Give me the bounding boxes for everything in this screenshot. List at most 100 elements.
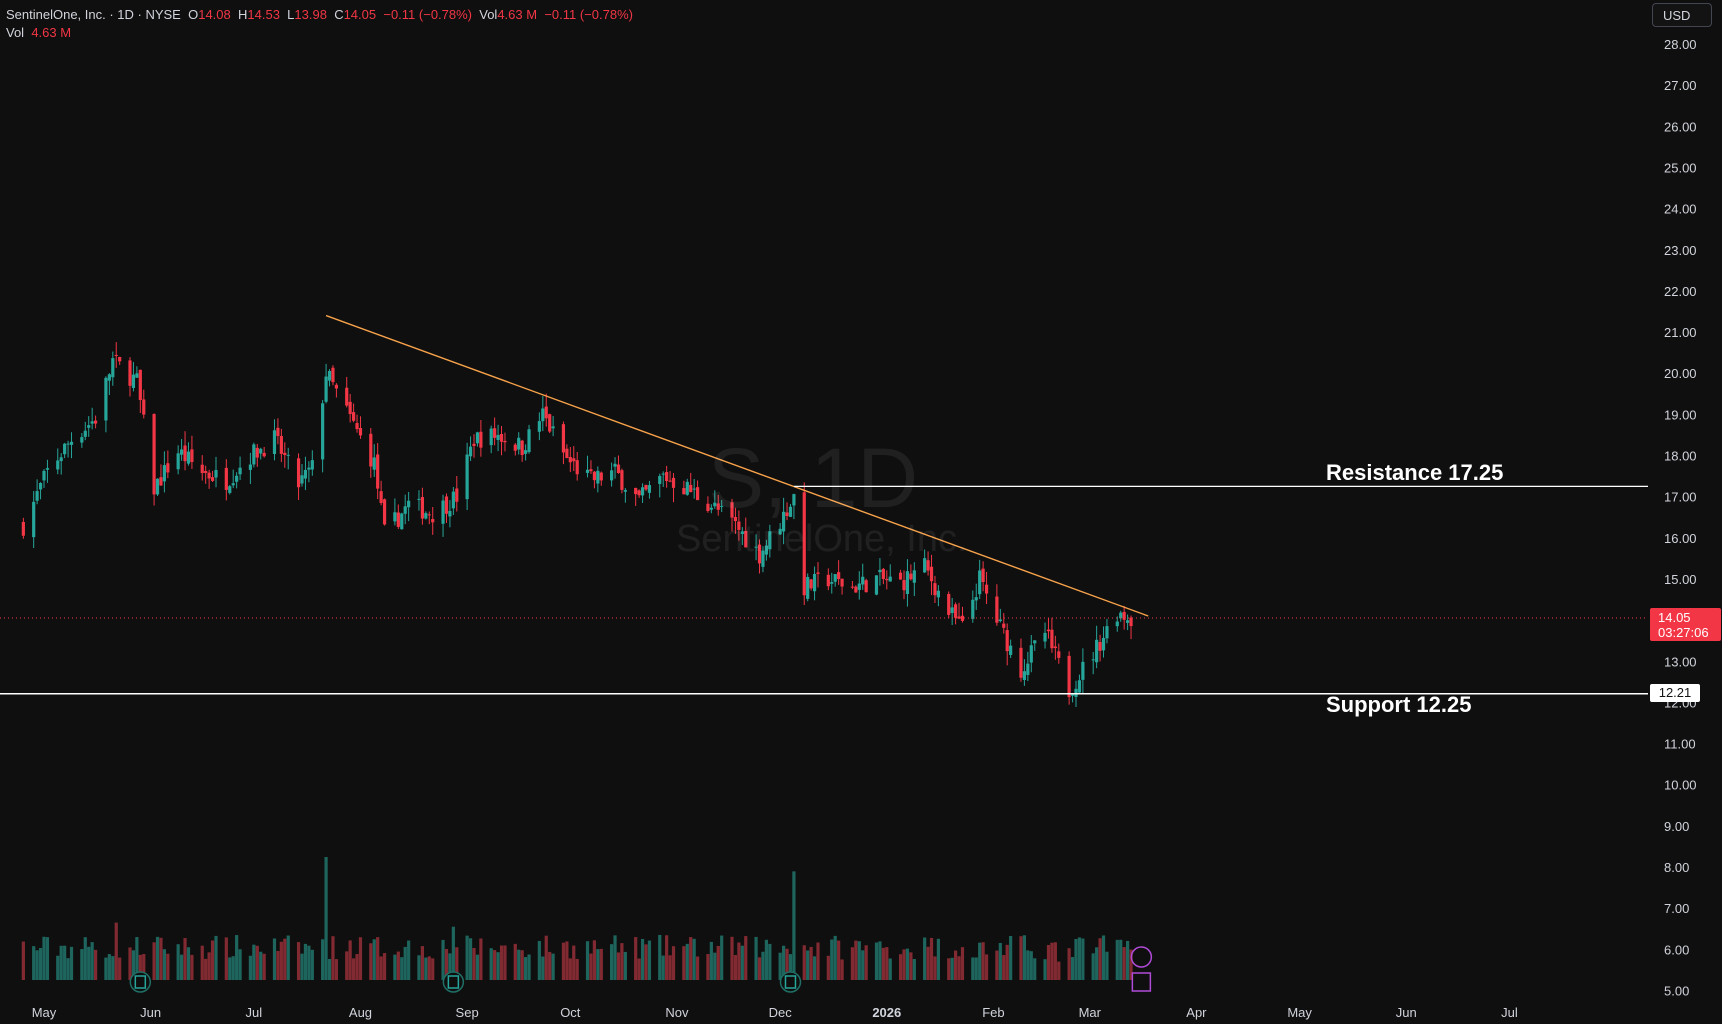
candle-body bbox=[107, 374, 111, 381]
currency-button[interactable]: USD bbox=[1652, 3, 1712, 27]
candle-body bbox=[960, 615, 965, 621]
volume-bar bbox=[107, 954, 111, 980]
time-tick-label: Sep bbox=[456, 1005, 479, 1020]
volume-bar bbox=[905, 948, 910, 980]
candle-body bbox=[929, 566, 934, 582]
volume-bar bbox=[878, 941, 882, 980]
volume-bar bbox=[83, 937, 87, 980]
volume-bar bbox=[345, 951, 349, 980]
volume-bar bbox=[131, 950, 136, 980]
volume-bar bbox=[1122, 947, 1126, 980]
volume-bar bbox=[489, 948, 493, 980]
volume-bar bbox=[1081, 938, 1085, 980]
low-label: L bbox=[287, 7, 295, 22]
time-axis[interactable]: May Jun Jul Aug Sep Oct Nov Dec 2026 Feb Mar Apr May… bbox=[32, 1005, 1518, 1020]
volume-bar bbox=[1105, 951, 1109, 980]
candle-body bbox=[448, 510, 452, 517]
volume-bar bbox=[1043, 959, 1047, 980]
volume-bar bbox=[637, 958, 641, 980]
price-tick-label: 27.00 bbox=[1664, 78, 1697, 93]
candle-body bbox=[802, 492, 806, 596]
time-tick-label: Mar bbox=[1079, 1005, 1102, 1020]
volume-bar bbox=[1019, 936, 1023, 980]
candle-body bbox=[35, 491, 39, 501]
volume-bar bbox=[176, 944, 180, 980]
candle-body bbox=[613, 463, 617, 467]
volume-bar bbox=[640, 938, 645, 980]
candle-body bbox=[138, 369, 142, 401]
volume-bar bbox=[936, 938, 940, 980]
candle-body bbox=[499, 433, 504, 442]
drawing-lines[interactable] bbox=[0, 314, 1648, 695]
volume-bar bbox=[155, 936, 160, 980]
volume-bar bbox=[162, 949, 166, 980]
candle-body bbox=[407, 500, 411, 508]
volume-bar bbox=[1002, 955, 1006, 980]
volume-bar bbox=[190, 954, 194, 980]
candle-body bbox=[1043, 632, 1047, 642]
candle-body bbox=[589, 469, 593, 472]
volume-bar bbox=[21, 941, 25, 980]
resistance-label[interactable]: Resistance 17.25 bbox=[1326, 460, 1504, 485]
candle-body bbox=[902, 580, 906, 591]
volume-bar bbox=[954, 950, 958, 980]
candle-body bbox=[1119, 612, 1123, 619]
candle-body bbox=[303, 469, 308, 479]
volume-bar bbox=[837, 940, 841, 980]
candle-body bbox=[475, 432, 480, 444]
volume-bar bbox=[981, 942, 985, 980]
time-tick-label: Jul bbox=[1501, 1005, 1518, 1020]
volume-bar bbox=[152, 942, 156, 980]
price-tick-label: 17.00 bbox=[1664, 490, 1697, 505]
price-tick-label: 8.00 bbox=[1664, 860, 1689, 875]
earnings-markers[interactable] bbox=[129, 946, 1153, 993]
volume-bar bbox=[448, 953, 452, 980]
candle-body bbox=[358, 428, 363, 436]
price-tick-label: 22.00 bbox=[1664, 284, 1697, 299]
volume-bar bbox=[788, 954, 793, 980]
volume-bar bbox=[874, 942, 879, 980]
candle-body bbox=[204, 470, 208, 473]
candle-body bbox=[637, 490, 641, 496]
volume-bar bbox=[42, 936, 46, 980]
volume-bar bbox=[1129, 949, 1133, 980]
volume-bar bbox=[585, 941, 590, 980]
volume-bar bbox=[864, 945, 868, 980]
candle-body bbox=[231, 483, 235, 486]
volume-bar bbox=[634, 937, 638, 980]
candle-body bbox=[300, 475, 304, 484]
candle-body bbox=[947, 593, 951, 615]
volume-bar bbox=[995, 950, 999, 980]
volume-row: Vol 4.63 M bbox=[6, 24, 633, 42]
volume-bar bbox=[279, 941, 283, 980]
volume-label: Vol bbox=[479, 7, 498, 22]
volume-bar bbox=[527, 954, 531, 980]
volume-row-label[interactable]: Vol bbox=[6, 25, 25, 40]
candle-body bbox=[850, 586, 854, 588]
volume-bar bbox=[207, 952, 211, 980]
candle-body bbox=[957, 616, 961, 619]
time-tick-label: Jun bbox=[140, 1005, 161, 1020]
price-axis[interactable]: 28.00 27.00 26.00 25.00 24.00 23.00 22.00 21.00… bbox=[1664, 37, 1697, 998]
volume-bar bbox=[682, 946, 686, 980]
candle-body bbox=[479, 431, 483, 448]
candle-body bbox=[400, 513, 404, 530]
volume-bar bbox=[180, 954, 184, 980]
volume-bar bbox=[272, 938, 277, 980]
symbol-line[interactable]: SentinelOne, Inc. · 1D · NYSE bbox=[6, 7, 181, 22]
candle-body bbox=[56, 460, 60, 470]
candle-body bbox=[32, 501, 36, 538]
volume-bar bbox=[754, 936, 758, 980]
volume-bar bbox=[998, 942, 1002, 980]
volume-bar bbox=[616, 952, 621, 980]
support-label[interactable]: Support 12.25 bbox=[1326, 692, 1472, 717]
volume-bar bbox=[231, 956, 235, 980]
candle-body bbox=[1029, 645, 1033, 663]
volume-bar bbox=[407, 940, 411, 980]
time-tick-label: Jul bbox=[246, 1005, 263, 1020]
volume-bar bbox=[259, 951, 263, 980]
volume-bar bbox=[32, 946, 36, 980]
candle-body bbox=[1067, 655, 1071, 698]
price-tick-label: 10.00 bbox=[1664, 778, 1697, 793]
